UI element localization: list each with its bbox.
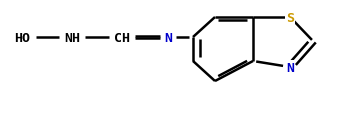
Text: HO: HO (14, 31, 30, 44)
Text: NH: NH (64, 31, 80, 44)
Text: S: S (286, 11, 294, 24)
Text: N: N (164, 31, 172, 44)
Text: N: N (286, 61, 294, 74)
Text: CH: CH (114, 31, 130, 44)
